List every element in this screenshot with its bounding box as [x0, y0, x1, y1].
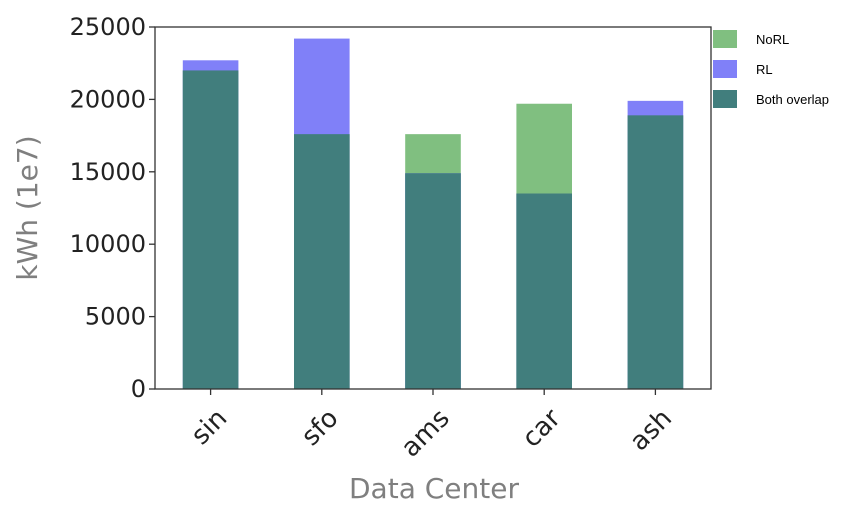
x-tick-label: sfo [296, 403, 345, 452]
legend-label-both-overlap: Both overlap [756, 92, 829, 107]
bar-both-overlap-car [516, 193, 572, 389]
x-axis: sin sfo ams car ash [186, 389, 678, 463]
x-tick-label: ams [396, 403, 456, 463]
y-tick-label: 5000 [85, 303, 146, 331]
y-tick-label: 0 [131, 375, 146, 403]
legend-label-rl: RL [756, 62, 773, 77]
y-axis-label: kWh (1e7) [11, 135, 44, 280]
legend-swatch-both-overlap [713, 90, 737, 108]
y-tick-label: 25000 [70, 13, 146, 41]
x-axis-label: Data Center [349, 472, 519, 505]
bars-layer [182, 38, 684, 390]
bar-both-overlap-ash [627, 115, 684, 389]
bar-both-overlap-sfo [294, 134, 350, 389]
legend-label-norl: NoRL [756, 32, 790, 47]
y-tick-label: 20000 [70, 85, 146, 113]
legend-swatch-rl [713, 60, 737, 78]
x-tick-label: car [517, 403, 567, 453]
y-axis: 0 5000 10000 15000 20000 25000 [70, 13, 155, 403]
y-tick-label: 10000 [70, 230, 146, 258]
y-tick-label: 15000 [70, 158, 146, 186]
x-tick-label: sin [186, 403, 234, 451]
bar-both-overlap-sin [182, 70, 239, 389]
bar-both-overlap-ams [405, 173, 461, 389]
legend-swatch-norl [713, 30, 737, 48]
x-tick-label: ash [624, 403, 678, 457]
